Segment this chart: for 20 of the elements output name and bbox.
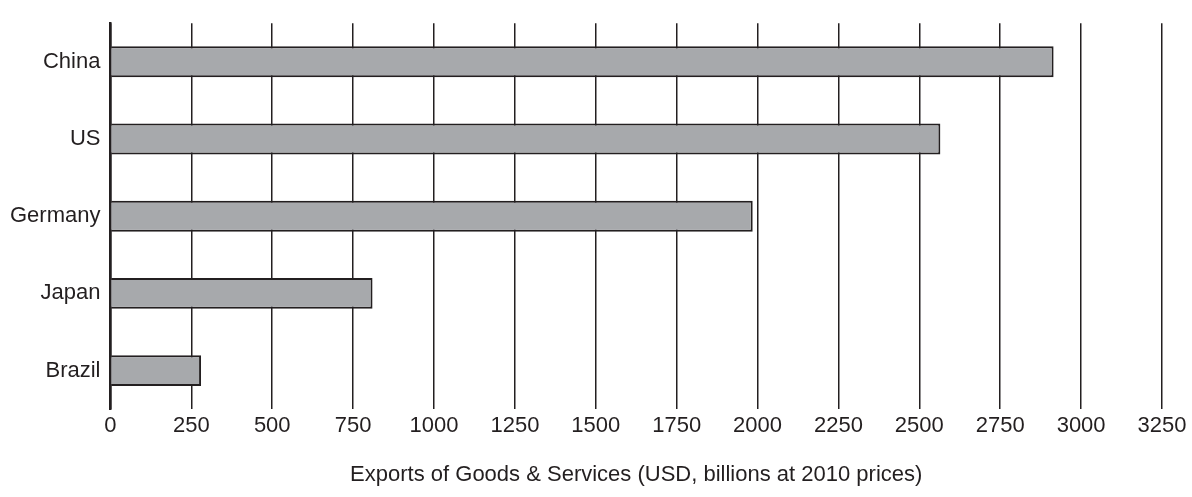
x-tick-label: 3000 — [1056, 412, 1106, 438]
y-tick-label: China — [42, 47, 102, 73]
x-tick-label: 2500 — [894, 412, 944, 438]
x-tick-label: 750 — [334, 412, 372, 438]
x-tick-label: 2750 — [975, 412, 1025, 438]
x-tick-label: 1750 — [652, 412, 702, 438]
x-tick-label: 1000 — [409, 412, 459, 438]
x-axis-title: Exports of Goods & Services (USD, billions at 2010 prices) — [350, 460, 923, 486]
x-tick-label: 1500 — [571, 412, 621, 438]
y-tick-label: Brazil — [45, 356, 101, 382]
y-tick-label: Germany — [9, 202, 101, 228]
x-tick-label: 2250 — [813, 412, 863, 438]
x-tick-label: 500 — [253, 412, 291, 438]
x-tick-label: 0 — [104, 412, 117, 438]
x-tick-label: 250 — [173, 412, 210, 438]
x-tick-label: 2000 — [733, 412, 783, 438]
x-tick-label: 1250 — [490, 412, 540, 438]
y-tick-label: Japan — [40, 279, 101, 305]
x-tick-label: 3250 — [1137, 412, 1187, 438]
y-tick-label: US — [69, 125, 101, 151]
